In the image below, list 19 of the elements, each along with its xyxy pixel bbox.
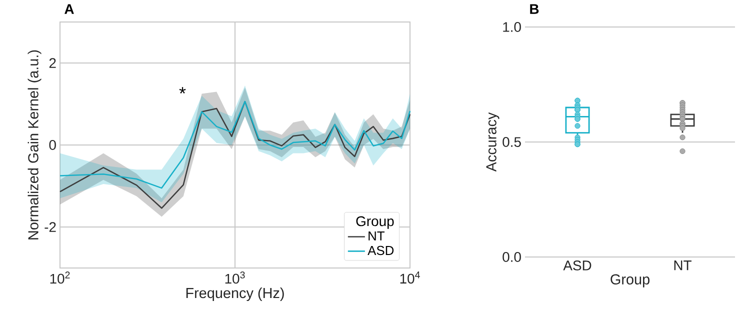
legend-label: ASD [368, 246, 394, 256]
y-tick-label: 1.0 [503, 22, 521, 32]
y-tick-label: 0.0 [502, 252, 521, 262]
x-axis-title: Group [610, 274, 650, 288]
annotation: * [179, 87, 186, 94]
x-tick-label: 10$^{2}$ [50, 272, 70, 284]
y-tick-label: 0 [49, 140, 56, 150]
x-tick-label: 10$^{3}$ [225, 272, 245, 284]
legend-title: Group [356, 216, 394, 229]
x-tick-label: 10$^{4}$ [400, 272, 420, 284]
chart-title: A [64, 4, 74, 14]
y-tick-label: -2 [44, 222, 56, 232]
legend-label: NT [368, 232, 385, 240]
y-axis-title: Accuracy [486, 112, 500, 172]
y-tick-label: 0.5 [502, 137, 521, 147]
chart-title: B [530, 4, 539, 14]
x-axis-title: Frequency (Hz) [186, 288, 284, 301]
y-tick-label: 2 [49, 58, 56, 68]
y-axis-title: Normalized Gain Kernel (a.u.) [28, 50, 42, 240]
